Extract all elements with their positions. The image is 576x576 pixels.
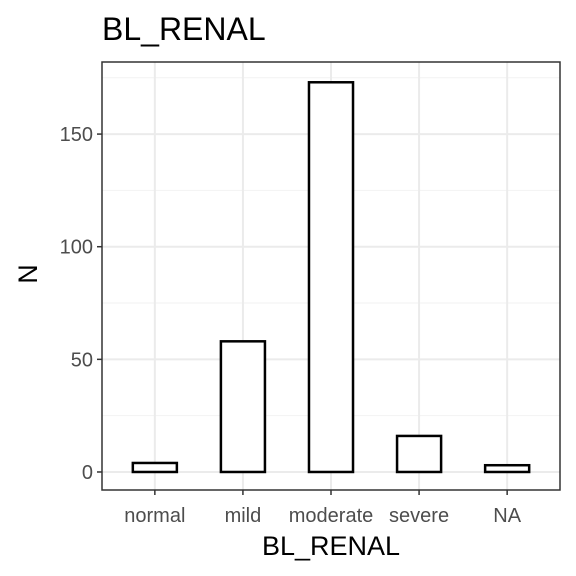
y-tick-label: 100: [60, 237, 93, 259]
y-axis: 0 50 100 150: [60, 124, 102, 484]
x-tick-label: mild: [225, 505, 262, 527]
chart-title: BL_RENAL: [102, 11, 266, 47]
x-tick-label: severe: [389, 505, 449, 527]
x-tick-label: normal: [124, 505, 185, 527]
x-axis-title: BL_RENAL: [262, 531, 400, 561]
y-axis-title: N: [13, 264, 43, 284]
x-tick-label: moderate: [289, 505, 374, 527]
bar-moderate: [307, 81, 355, 474]
bar-severe: [395, 434, 443, 474]
y-tick-label: 0: [82, 462, 93, 484]
y-tick-label: 150: [60, 124, 93, 146]
x-tick-label: NA: [493, 505, 521, 527]
bar-na: [483, 463, 531, 474]
bar-normal: [131, 461, 179, 474]
bars: [131, 81, 531, 474]
bar-mild: [219, 340, 267, 474]
x-axis: normal mild moderate severe NA: [124, 490, 522, 527]
y-tick-label: 50: [71, 349, 93, 371]
